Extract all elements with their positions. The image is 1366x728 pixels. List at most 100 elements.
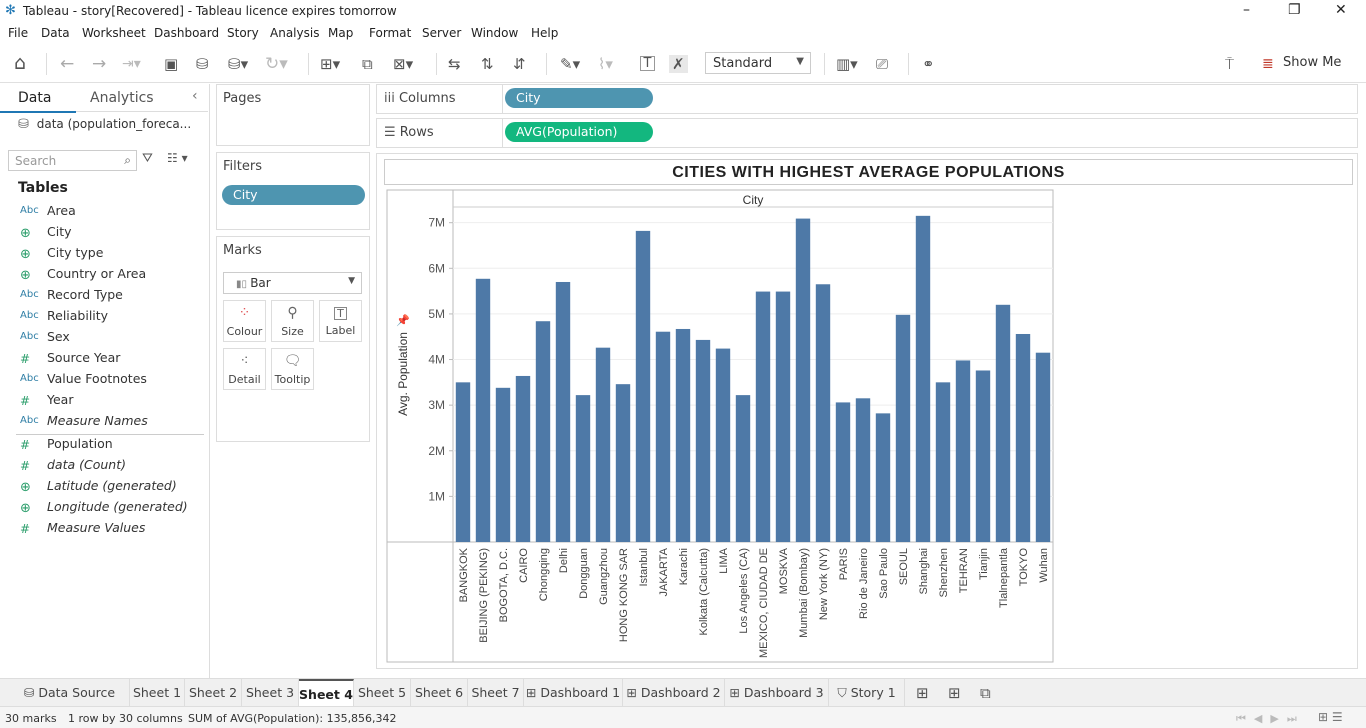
share-icon[interactable]: ⚭ [922,55,935,73]
show-cards-icon[interactable]: ▥▾ [836,55,858,73]
sheet-tab[interactable]: Sheet 7 [468,679,524,707]
replay-icon[interactable]: ⇥▾ [122,56,141,72]
home-icon[interactable]: ⌂ [14,52,27,74]
sheet-tab[interactable]: Sheet 6 [411,679,468,707]
close-button[interactable]: ✕ [1335,2,1347,18]
highlight-icon[interactable]: ✎▾ [560,55,581,73]
field-item[interactable]: Abc Reliability [18,307,208,327]
columns-shelf[interactable]: iii Columns City [376,84,1358,114]
sheet-tab[interactable]: Sheet 1 [130,679,185,707]
presentation-mode-icon[interactable]: ⎚ [876,55,889,73]
colour-button[interactable]: ⁘ Colour [223,300,266,342]
new-worksheet-icon[interactable]: ⊞ [916,684,929,702]
filter-icon[interactable]: ⛛ [142,151,153,166]
columns-pill-label: City [516,90,541,105]
field-item[interactable]: # Year [18,391,208,411]
minimize-button[interactable]: – [1243,2,1250,18]
undo-icon[interactable]: ← [60,54,75,74]
field-item[interactable]: Abc Record Type [18,286,208,306]
detail-icon: ⁖ [240,353,249,369]
menu-data[interactable]: Data [41,26,70,40]
field-item[interactable]: Abc Measure Names [18,412,208,432]
group-members-icon[interactable]: ⌇▾ [598,55,613,73]
menu-dashboard[interactable]: Dashboard [154,26,220,40]
field-item[interactable]: ⊕ Latitude (generated) [18,477,208,497]
fit-mode-select[interactable]: Standard ▼ [705,52,811,74]
x-tick-label: MOSKVA [778,547,790,594]
show-me-icon[interactable]: ≣ [1262,56,1274,72]
field-item[interactable]: # Source Year [18,349,208,369]
tab-data[interactable]: Data [18,90,52,106]
columns-pill-city[interactable]: City [505,88,653,108]
sheet-tab[interactable]: ⊞ Dashboard 1 [524,679,623,707]
size-button[interactable]: ⚲ Size [271,300,314,342]
detail-button[interactable]: ⁖ Detail [223,348,266,390]
save-icon[interactable]: ▣ [164,55,179,73]
format-painter-icon[interactable]: ⍑ [1225,55,1235,73]
sheet-tab[interactable]: Sheet 5 [354,679,411,707]
x-tick-label: Wuhan [1038,548,1050,583]
menu-format[interactable]: Format [369,26,412,40]
filter-pill-city[interactable]: City [222,185,365,205]
pages-card[interactable]: Pages [216,84,370,146]
field-item[interactable]: ⊕ City [18,223,208,243]
clear-sheet-icon[interactable]: ⊠▾ [393,55,414,73]
field-item[interactable]: # Measure Values [18,519,208,539]
sheet-tab[interactable]: Sheet 3 [242,679,299,707]
sheet-tab[interactable]: Sheet 4 [299,679,354,707]
show-mark-labels-icon[interactable]: T [640,56,655,71]
label-button[interactable]: T Label [319,300,362,342]
menu-help[interactable]: Help [531,26,559,40]
bar [535,321,551,542]
menu-window[interactable]: Window [471,26,519,40]
sheet-sorter-icon[interactable]: ⊞ ☰ [1318,710,1343,724]
title-bar: ✻ Tableau - story[Recovered] - Tableau l… [0,0,1366,23]
field-item[interactable]: Abc Area [18,202,208,222]
restore-button[interactable]: ❐ [1288,2,1301,18]
sheet-navigation-icon[interactable]: ⏮◀▶⏭ [1236,712,1305,725]
collapse-pane-icon[interactable]: ‹ [192,88,198,104]
tooltip-button[interactable]: 🗨 Tooltip [271,348,314,390]
menu-map[interactable]: Map [328,26,354,40]
mark-type-value: ▮▯ Bar [236,276,271,290]
menu-worksheet[interactable]: Worksheet [82,26,146,40]
field-item[interactable]: ⊕ Longitude (generated) [18,498,208,518]
show-me-button[interactable]: Show Me [1283,55,1342,70]
sheet-tab[interactable]: ⊞ Dashboard 2 [623,679,725,707]
sort-ascending-icon[interactable]: ⇅ [481,55,494,73]
new-data-source-icon[interactable]: ⛁ [196,55,209,73]
tab-analytics[interactable]: Analytics [90,90,154,106]
field-item[interactable]: # Population [18,435,208,455]
field-item[interactable]: Abc Value Footnotes [18,370,208,390]
view-options-icon[interactable]: ☷ ▾ [167,151,188,165]
menu-story[interactable]: Story [227,26,259,40]
menu-server[interactable]: Server [422,26,462,40]
menu-analysis[interactable]: Analysis [270,26,320,40]
sheet-tab[interactable]: Sheet 2 [185,679,242,707]
sheet-tab[interactable]: ⛉ Story 1 [829,679,905,707]
rows-pill-avg-population[interactable]: AVG(Population) [505,122,653,142]
sort-descending-icon[interactable]: ⇵ [513,55,526,73]
fix-axes-icon[interactable]: ✗ [669,55,688,73]
field-item[interactable]: ⊕ City type [18,244,208,264]
swap-rows-columns-icon[interactable]: ⇆ [448,55,461,73]
field-item[interactable]: # data (Count) [18,456,208,476]
data-source-item[interactable]: ⛁ data (population_foreca... [18,117,191,132]
rows-shelf[interactable]: ☰ Rows AVG(Population) [376,118,1358,148]
duplicate-sheet-icon[interactable]: ⧉ [362,55,373,73]
menu-file[interactable]: File [8,26,29,40]
pause-updates-icon[interactable]: ⛁▾ [228,55,249,73]
mark-type-select[interactable]: ▮▯ Bar ▼ [223,272,362,294]
new-story-icon[interactable]: ⧉ [980,684,991,702]
refresh-icon[interactable]: ↻▾ [265,54,288,74]
new-dashboard-icon[interactable]: ⊞ [948,684,961,702]
field-item[interactable]: Abc Sex [18,328,208,348]
filters-card[interactable]: Filters City [216,152,370,230]
search-input[interactable]: Search ⌕ [8,150,137,171]
sheet-tab-label: Data Source [38,685,116,700]
redo-icon[interactable]: → [92,54,107,74]
sheet-tab[interactable]: ⊞ Dashboard 3 [725,679,829,707]
field-item[interactable]: ⊕ Country or Area [18,265,208,285]
sheet-tab[interactable]: ⛁ Data Source [10,679,130,707]
new-worksheet-icon[interactable]: ⊞▾ [320,55,341,73]
